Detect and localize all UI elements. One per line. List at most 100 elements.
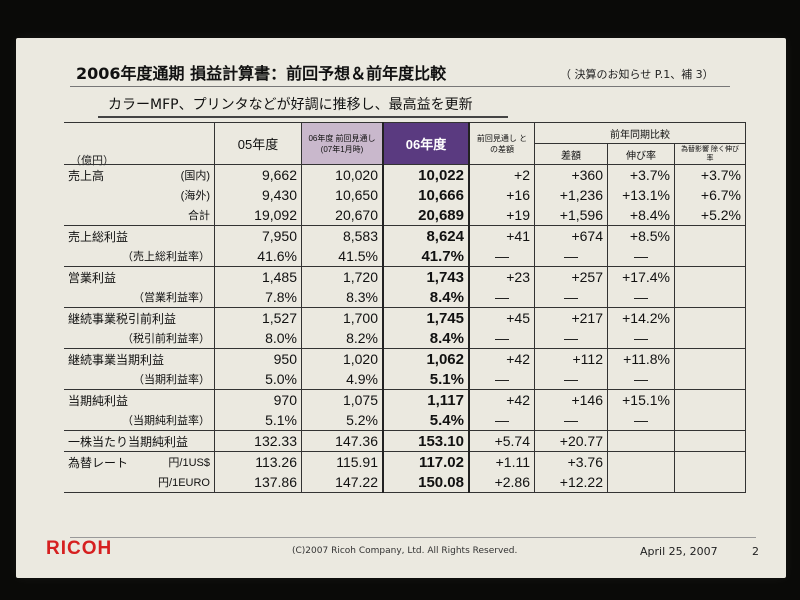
- cell-fy05: 132.33: [214, 430, 302, 452]
- row-label: （営業利益率）: [64, 287, 215, 308]
- cell-growth: +14.2%: [607, 307, 675, 328]
- cell-forecast: 8,583: [301, 225, 384, 246]
- cell-fy06: 5.1%: [382, 369, 470, 390]
- ricoh-logo: RICOH: [46, 538, 113, 559]
- header-blank: [64, 122, 215, 165]
- cell-vs-forecast: +45: [469, 307, 535, 328]
- cell-diff: +360: [534, 164, 608, 185]
- cell-growth: +11.8%: [607, 348, 675, 369]
- cell-fy06: 41.7%: [382, 246, 470, 267]
- cell-forecast: 20,670: [301, 205, 384, 226]
- cell-fy05: 970: [214, 389, 302, 410]
- cell-ex-fx: [674, 451, 746, 472]
- cell-fy05: 7,950: [214, 225, 302, 246]
- row-label: 継続事業税引前利益: [64, 307, 215, 328]
- row-label-sub: （税引前利益率）: [122, 333, 210, 345]
- cell-vs-forecast: +2.86: [469, 472, 535, 493]
- cell-ex-fx: [674, 266, 746, 287]
- cell-growth: +8.4%: [607, 205, 675, 226]
- cell-diff: +3.76: [534, 451, 608, 472]
- row-label: 合計: [64, 205, 215, 226]
- table-row: 合計 19,092 20,670 20,689 +19 +1,596 +8.4% +5.2%: [64, 205, 746, 226]
- cell-forecast: 147.22: [301, 472, 384, 493]
- cell-ex-fx: [674, 307, 746, 328]
- row-label: 売上総利益: [64, 225, 215, 246]
- cell-growth: —: [607, 246, 675, 267]
- cell-fy05: 41.6%: [214, 246, 302, 267]
- cell-growth: +8.5%: [607, 225, 675, 246]
- table-row: （当期利益率） 5.0% 4.9% 5.1% — — —: [64, 369, 746, 390]
- cell-vs-forecast: +2: [469, 164, 535, 185]
- cell-fy06: 1,743: [382, 266, 470, 287]
- cell-forecast: 41.5%: [301, 246, 384, 267]
- row-label-main: 継続事業税引前利益: [68, 311, 177, 326]
- cell-ex-fx: [674, 328, 746, 349]
- cell-forecast: 10,020: [301, 164, 384, 185]
- table-row: 営業利益 1,485 1,720 1,743 +23 +257 +17.4%: [64, 266, 746, 287]
- row-label-sub: 円/1EURO: [158, 477, 210, 489]
- row-label-main: 営業利益: [68, 270, 117, 285]
- cell-ex-fx: [674, 369, 746, 390]
- cell-vs-forecast: +16: [469, 185, 535, 205]
- cell-fy06: 8.4%: [382, 328, 470, 349]
- cell-growth: —: [607, 328, 675, 349]
- row-label-sub: （当期純利益率）: [122, 415, 210, 427]
- cell-vs-forecast: —: [469, 287, 535, 308]
- cell-vs-forecast: +5.74: [469, 430, 535, 452]
- copyright-text: (C)2007 Ricoh Company, Ltd. All Rights R…: [292, 546, 518, 556]
- cell-fy05: 137.86: [214, 472, 302, 493]
- cell-fy06: 1,745: [382, 307, 470, 328]
- row-label: （当期純利益率）: [64, 410, 215, 431]
- table-body: 売上高 (国内) 9,662 10,020 10,022 +2 +360 +3.7% +3.7%…: [64, 164, 746, 493]
- cell-forecast: 10,650: [301, 185, 384, 205]
- cell-ex-fx: [674, 410, 746, 431]
- cell-forecast: 1,720: [301, 266, 384, 287]
- row-label-main: 売上総利益: [68, 229, 129, 244]
- cell-forecast: 8.2%: [301, 328, 384, 349]
- cell-vs-forecast: +42: [469, 389, 535, 410]
- cell-growth: +13.1%: [607, 185, 675, 205]
- row-label-main: 当期純利益: [68, 393, 129, 408]
- cell-fy05: 8.0%: [214, 328, 302, 349]
- cell-forecast: 147.36: [301, 430, 384, 452]
- cell-forecast: 1,075: [301, 389, 384, 410]
- cell-ex-fx: [674, 348, 746, 369]
- header-yoy: 前年同期比較: [534, 122, 746, 144]
- table-row: 為替レート 円/1US$ 113.26 115.91 117.02 +1.11 +3.76: [64, 451, 746, 472]
- row-label: 営業利益: [64, 266, 215, 287]
- cell-fy06: 20,689: [382, 205, 470, 226]
- cell-vs-forecast: +23: [469, 266, 535, 287]
- cell-growth: —: [607, 410, 675, 431]
- cell-diff: —: [534, 369, 608, 390]
- table-row: （営業利益率） 7.8% 8.3% 8.4% — — —: [64, 287, 746, 308]
- cell-diff: +217: [534, 307, 608, 328]
- row-label-sub: (国内): [180, 169, 210, 182]
- cell-fy06: 8.4%: [382, 287, 470, 308]
- table-row: （税引前利益率） 8.0% 8.2% 8.4% — — —: [64, 328, 746, 349]
- cell-vs-forecast: —: [469, 410, 535, 431]
- row-label: （売上総利益率）: [64, 246, 215, 267]
- row-label-sub: （営業利益率）: [133, 292, 210, 304]
- cell-fy06: 1,117: [382, 389, 470, 410]
- table-row: 円/1EURO 137.86 147.22 150.08 +2.86 +12.22: [64, 472, 746, 493]
- slide-title: 2006年度通期 損益計算書：前回予想＆前年度比較: [76, 64, 447, 83]
- cell-ex-fx: [674, 287, 746, 308]
- cell-ex-fx: +6.7%: [674, 185, 746, 205]
- row-label: （税引前利益率）: [64, 328, 215, 349]
- cell-growth: +15.1%: [607, 389, 675, 410]
- cell-fy05: 7.8%: [214, 287, 302, 308]
- row-label: 円/1EURO: [64, 472, 215, 493]
- header-diff: 差額: [534, 143, 608, 165]
- cell-fy06: 10,666: [382, 185, 470, 205]
- cell-vs-forecast: +1.11: [469, 451, 535, 472]
- income-statement-table: 05年度 06年度 前回見通し (07年1月時) 06年度 前回見通し との差額…: [64, 122, 746, 493]
- cell-vs-forecast: —: [469, 369, 535, 390]
- cell-growth: —: [607, 287, 675, 308]
- cell-diff: —: [534, 328, 608, 349]
- cell-fy06: 1,062: [382, 348, 470, 369]
- row-label-sub: （当期利益率）: [133, 374, 210, 386]
- cell-diff: +146: [534, 389, 608, 410]
- cell-forecast: 8.3%: [301, 287, 384, 308]
- cell-fy05: 19,092: [214, 205, 302, 226]
- cell-growth: [607, 451, 675, 472]
